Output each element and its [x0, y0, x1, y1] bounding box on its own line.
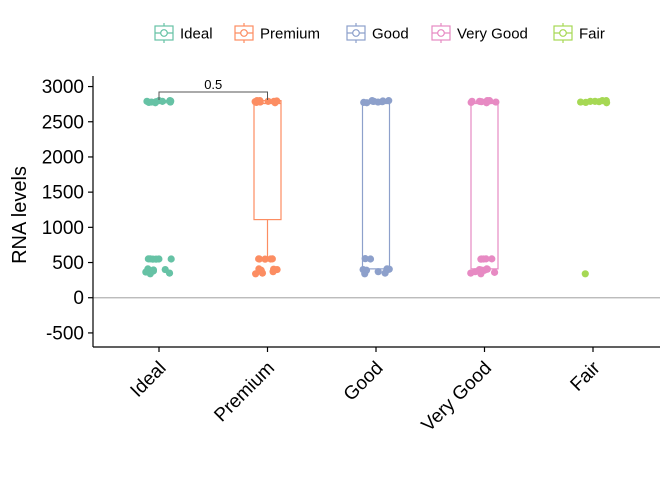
legend-item: Ideal [154, 23, 213, 43]
y-axis-title: RNA levels [9, 166, 31, 264]
series-ideal [142, 97, 175, 278]
data-point [252, 270, 260, 278]
data-point [271, 99, 279, 107]
y-tick-label: -500 [46, 323, 84, 344]
legend-key-point [559, 29, 567, 37]
data-point [477, 270, 485, 278]
legend-item: Fair [553, 23, 605, 43]
x-tick-label: Very Good [418, 358, 496, 436]
legend-key-point [240, 29, 248, 37]
data-point [467, 269, 475, 277]
data-point [490, 268, 499, 276]
data-point [147, 98, 156, 106]
box [470, 101, 499, 270]
data-point [166, 98, 174, 106]
legend-key-point [352, 29, 360, 37]
y-tick-label: 3000 [42, 77, 84, 98]
data-point [361, 255, 369, 263]
data-point [261, 255, 269, 263]
data-point [149, 255, 157, 263]
legend-key-icon [154, 23, 174, 43]
data-point [165, 269, 174, 277]
data-point [167, 255, 175, 263]
data-point [602, 97, 610, 105]
y-tick-label: 500 [52, 253, 84, 274]
data-point [586, 97, 594, 105]
legend-label: Ideal [180, 26, 213, 43]
data-point [361, 270, 369, 278]
box [361, 101, 391, 270]
data-point [370, 97, 378, 105]
legend-item: Premium [234, 23, 320, 43]
legend-item: Very Good [431, 23, 528, 43]
legend-key-point [160, 29, 168, 37]
y-tick-label: 2000 [42, 147, 84, 168]
x-tick-label: Good [340, 358, 388, 406]
legend-item: Good [346, 23, 409, 43]
legend-label: Premium [260, 26, 320, 43]
x-tick-label: Fair [567, 357, 605, 395]
legend: Ideal Premium Good Very Good Fair [154, 23, 605, 43]
legend-key-icon [346, 23, 366, 43]
x-axis: Ideal Premium Good Very Good Fair [93, 346, 660, 436]
data-point [267, 255, 275, 263]
data-point [258, 269, 267, 277]
bracket-line [158, 91, 268, 100]
legend-key-icon [234, 23, 254, 43]
data-point [374, 268, 382, 276]
data-point [381, 269, 389, 277]
data-point [595, 98, 603, 106]
legend-key-icon [553, 23, 573, 43]
y-tick-label: 1000 [42, 218, 84, 239]
data-point [255, 255, 263, 263]
data-point [155, 255, 163, 263]
data-point [264, 97, 272, 105]
series-very-good [467, 97, 500, 278]
data-point [363, 99, 371, 107]
x-tick-label: Ideal [127, 358, 171, 402]
data-point [488, 255, 496, 263]
box [253, 100, 282, 221]
series-fair [577, 97, 611, 278]
series-premium [251, 97, 282, 278]
comparison-label: 0.5 [204, 77, 222, 92]
data-point [577, 98, 585, 106]
data-point [485, 97, 494, 105]
y-axis: -500 0 500 1000 1500 2000 2500 3000 [42, 76, 94, 347]
data-point [385, 97, 393, 105]
data-point [366, 255, 375, 263]
data-point [480, 255, 488, 263]
y-tick-label: 1500 [42, 183, 84, 204]
comparison-bracket: 0.5 [158, 77, 268, 100]
data-point [269, 268, 277, 276]
y-tick-label: 0 [73, 288, 84, 309]
legend-label: Very Good [457, 26, 528, 43]
y-tick-label: 2500 [42, 112, 84, 133]
legend-key-point [437, 29, 445, 37]
data-point [581, 270, 589, 278]
data-point [158, 97, 167, 105]
legend-key-icon [431, 23, 451, 43]
data-point [492, 98, 500, 106]
data-point [146, 270, 154, 278]
data-point [467, 98, 475, 106]
legend-label: Good [372, 26, 409, 43]
data-point [256, 97, 264, 105]
x-tick-label: Premium [210, 358, 279, 427]
series-good [359, 97, 393, 278]
legend-label: Fair [579, 26, 605, 43]
data-point [475, 97, 484, 105]
plot-area: 0.5 [93, 77, 660, 299]
